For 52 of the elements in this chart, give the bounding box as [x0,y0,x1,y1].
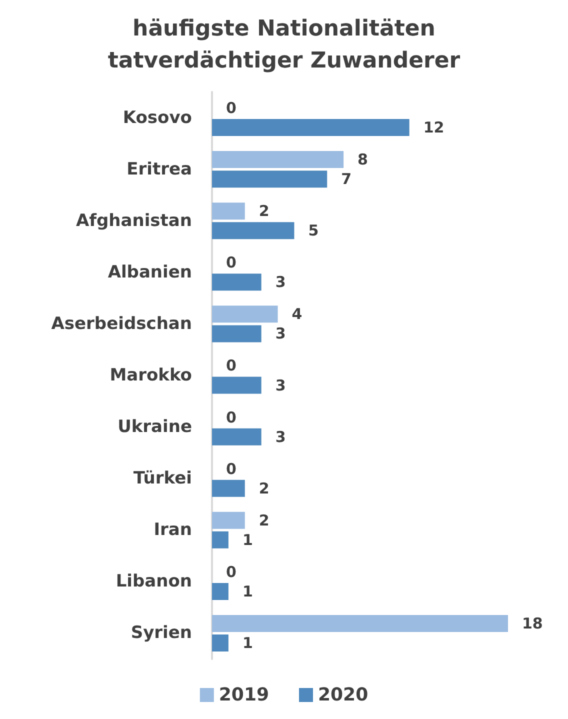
data-label: 4 [292,305,302,324]
data-label: 2 [258,511,270,530]
chart-title: häufigste Nationalitäten tatverdächtiger Zuwanderer [108,16,460,74]
bar [212,531,228,548]
data-label: 0 [226,408,236,426]
data-label: 1 [242,582,253,600]
y-tick-label: Albanien [108,262,192,282]
bar [212,119,410,136]
data-label: 1 [242,530,253,549]
y-tick-label: Libanon [116,572,192,592]
data-label: 2 [258,479,270,498]
data-label: 1 [242,634,253,652]
bar [212,634,228,652]
data-label: 0 [226,562,236,581]
legend-label: 2019 [218,684,270,706]
bar [212,306,278,323]
bar [212,376,262,394]
bar [212,170,328,188]
y-tick-label: Afghanistan [76,210,192,231]
bar [212,202,245,220]
bar [212,325,262,342]
data-label: 3 [275,324,286,343]
y-tick-label: Aserbeidschan [51,314,192,334]
y-tick-label: Eritrea [126,159,192,180]
data-label: 2 [258,202,270,220]
data-label: 18 [522,614,543,632]
data-label: 0 [226,356,236,375]
bar [212,222,294,240]
data-label: 0 [226,460,236,478]
bar [212,480,245,497]
bar [212,151,344,168]
bar [212,582,228,600]
y-tick-label: Iran [154,520,192,540]
data-label: 8 [358,150,368,169]
bar [212,614,508,632]
y-tick-label: Türkei [133,468,192,489]
data-label: 3 [275,376,286,394]
bar [212,428,262,446]
bar [212,274,262,291]
y-tick-label: Kosovo [122,108,192,128]
data-label: 3 [275,428,286,446]
y-tick-label: Marokko [110,366,192,386]
data-label: 5 [308,222,319,240]
y-tick-label: Ukraine [118,417,192,438]
data-label: 12 [423,118,444,137]
bar [212,512,245,529]
data-label: 0 [226,254,236,272]
legend-label: 2020 [318,684,368,706]
data-label: 7 [341,170,352,188]
data-label: 3 [275,273,286,292]
data-label: 0 [226,99,236,117]
y-tick-label: Syrien [130,623,192,644]
